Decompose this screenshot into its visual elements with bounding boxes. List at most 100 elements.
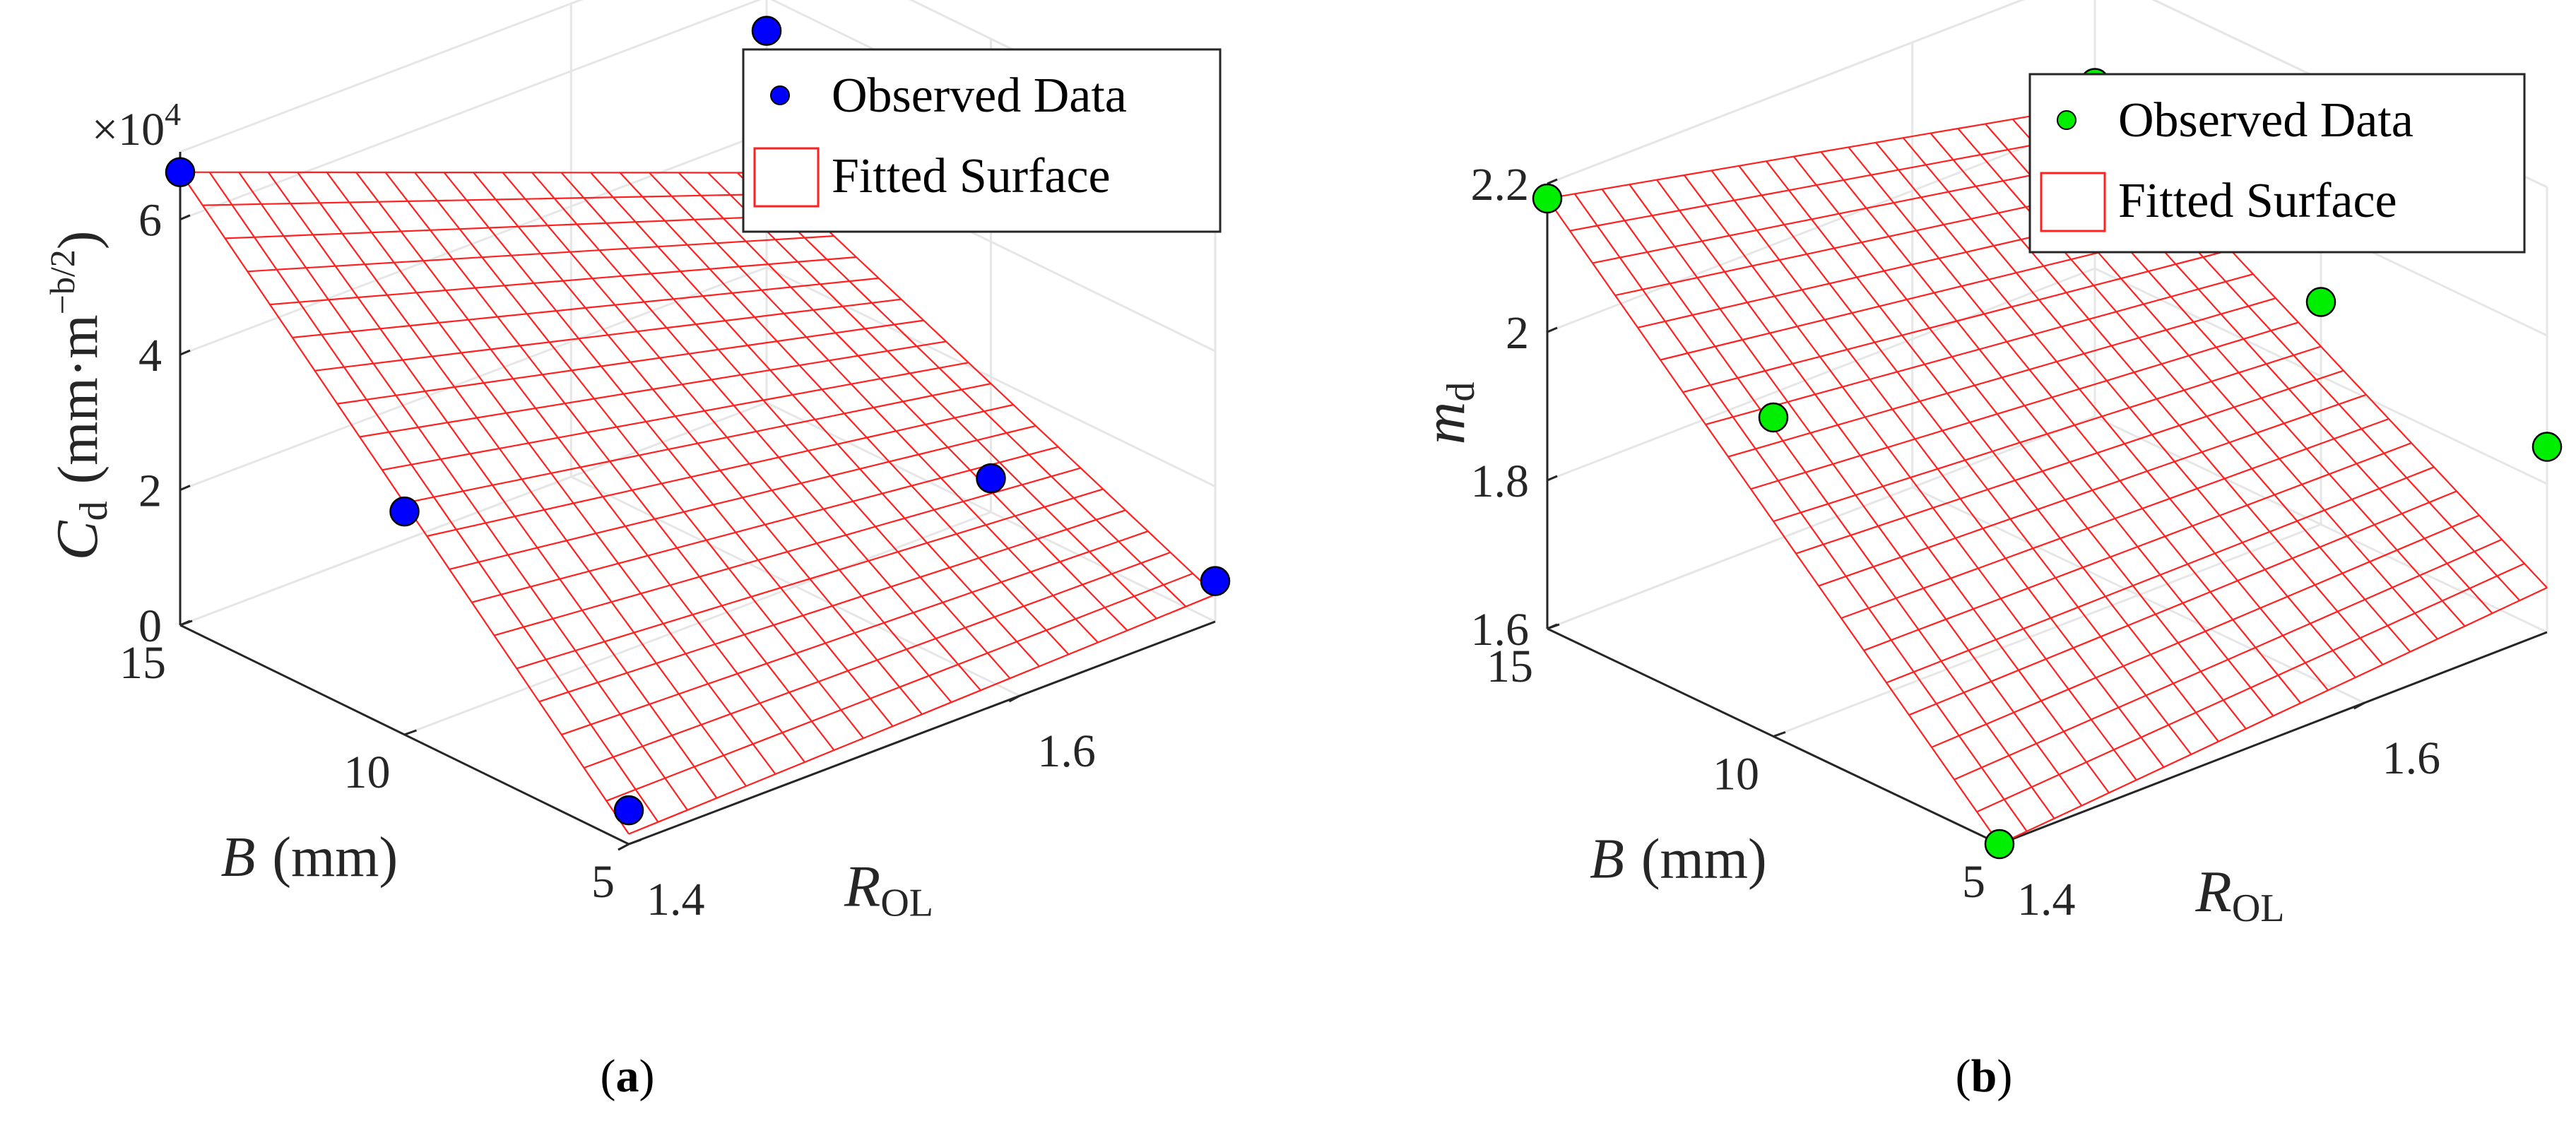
panel-label-close: ) xyxy=(1997,1050,2012,1102)
observed-point xyxy=(976,463,1006,494)
z-label-sub: d xyxy=(1439,382,1483,402)
grid-line-y-floor-1 xyxy=(570,475,1020,697)
grid-line-x-floor-2 xyxy=(179,401,767,627)
y-tick-mark-0 xyxy=(618,843,630,851)
mesh-line-r-12 xyxy=(1875,142,2329,691)
z-tick-mark-3 xyxy=(179,214,191,221)
mesh-line-r-6 xyxy=(355,172,805,763)
grid-line-z-0 xyxy=(179,401,1216,627)
y-label-sub: OL xyxy=(880,882,933,925)
legend-marker-observed xyxy=(2057,110,2076,130)
z-tick-mark-1 xyxy=(1547,475,1558,482)
mesh-line-r-13 xyxy=(560,172,1011,680)
observed-point xyxy=(2305,287,2336,317)
legend-marker-observed xyxy=(770,85,790,105)
x-label-units: (mm) xyxy=(272,826,398,889)
y-axis-label: ROL xyxy=(844,854,933,925)
grid-line-z-1 xyxy=(179,266,1216,492)
legend-swatch-surface xyxy=(2040,172,2106,232)
y-tick-label-0: 1.4 xyxy=(646,874,705,925)
legend-label-fitted: Fitted Surface xyxy=(832,149,1111,203)
box-edge-3 xyxy=(1547,0,2025,185)
y-tick-label-1: 1.6 xyxy=(1037,725,1096,777)
y-tick-label-1: 1.6 xyxy=(2382,732,2441,784)
mesh-line-r-10 xyxy=(1820,151,2274,717)
x-tick-mark-1 xyxy=(1773,731,1786,737)
z-tick-label-1: 1.8 xyxy=(1471,456,1530,507)
y-label-main: R xyxy=(844,854,880,920)
x-tick-label-1: 10 xyxy=(344,747,391,798)
grid-line-x-floor-2 xyxy=(1547,415,2096,630)
legend-box xyxy=(742,48,1222,233)
mesh-line-r-5 xyxy=(326,172,776,775)
observed-point xyxy=(1758,402,1789,433)
observed-points xyxy=(165,16,1231,826)
x-tick-mark-1 xyxy=(404,729,417,736)
mesh-line-r-2 xyxy=(238,172,688,811)
x-label-units: (mm) xyxy=(1641,829,1767,891)
z-tick-label-3: 2.2 xyxy=(1471,159,1530,210)
z-tick-label-0: 1.6 xyxy=(1471,604,1530,656)
legend-box xyxy=(2028,73,2526,254)
mesh-line-r-6 xyxy=(1711,170,2165,768)
mesh-line-r-20 xyxy=(766,172,1216,595)
mesh-line-r-12 xyxy=(531,172,981,692)
mesh-line-r-3 xyxy=(267,172,718,799)
legend-swatch-surface xyxy=(753,147,820,208)
legend-label-observed: Observed Data xyxy=(832,69,1127,123)
mesh-line-r-17 xyxy=(678,172,1128,631)
z-tick-label-1: 2 xyxy=(138,465,162,517)
observed-point xyxy=(2531,432,2563,462)
z-tick-label-3: 6 xyxy=(138,195,162,247)
mesh-line-r-2 xyxy=(1601,189,2055,819)
y-label-sub: OL xyxy=(2232,886,2285,930)
z-scale-factor: ×104 xyxy=(92,96,181,155)
y-tick-label-0: 1.4 xyxy=(2017,874,2076,925)
x-axis-label: B (mm) xyxy=(221,826,398,889)
z-scale-base: ×10 xyxy=(92,104,165,155)
z-label-main: m xyxy=(1412,402,1477,445)
mesh-line-r-14 xyxy=(590,172,1040,668)
observed-point xyxy=(1532,183,1563,214)
mesh-line-r-19 xyxy=(736,172,1187,607)
panel-label-open: ( xyxy=(601,1050,616,1102)
mesh-line-r-18 xyxy=(707,172,1157,619)
axes: 1.6 1.8 2 2.2 5 10 15 1.4 1.6 xyxy=(1471,159,2548,925)
mesh-line-r-4 xyxy=(297,172,747,787)
x-axis-label: B (mm) xyxy=(1590,829,1767,891)
y-tick-mark-1 xyxy=(2353,701,2365,710)
panel-label-open: ( xyxy=(1956,1050,1971,1102)
y-tick-mark-1 xyxy=(1008,694,1021,703)
z-tick-mark-2 xyxy=(1547,326,1558,333)
grid-line-x-floor-1 xyxy=(403,511,992,736)
z-scale-exponent: 4 xyxy=(165,96,181,132)
z-tick-mark-1 xyxy=(179,485,191,491)
observed-point xyxy=(1200,566,1231,596)
z-label-main: C xyxy=(45,520,110,560)
observed-point xyxy=(613,795,644,826)
mesh-line-r-9 xyxy=(443,172,894,727)
z-tick-mark-3 xyxy=(1547,178,1558,185)
panel-label-letter: b xyxy=(1971,1050,1997,1102)
mesh-line-r-11 xyxy=(1848,146,2302,704)
z-tick-label-2: 2 xyxy=(1506,307,1529,359)
z-axis-label: md xyxy=(1412,382,1483,445)
y-axis-line xyxy=(1999,631,2548,846)
legend: Observed Data Fitted Surface xyxy=(2028,73,2526,254)
panel-label: (a) xyxy=(601,1050,655,1102)
z-label-close: ) xyxy=(47,231,110,250)
mesh-line-r-15 xyxy=(619,172,1070,656)
legend-label-fitted: Fitted Surface xyxy=(2118,174,2397,228)
grid-line-x-floor-1 xyxy=(1773,523,2322,737)
y-axis-line xyxy=(628,620,1216,846)
axes: 0 2 4 6 5 10 15 1.4 1.6 xyxy=(119,152,1216,925)
x-tick-label-2: 15 xyxy=(119,637,166,689)
legend: Observed Data Fitted Surface xyxy=(742,48,1222,233)
x-label-main: B xyxy=(1590,829,1624,891)
z-tick-label-0: 0 xyxy=(138,600,162,652)
z-label-sub: d xyxy=(72,501,116,521)
mesh-line-r-8 xyxy=(414,172,864,739)
